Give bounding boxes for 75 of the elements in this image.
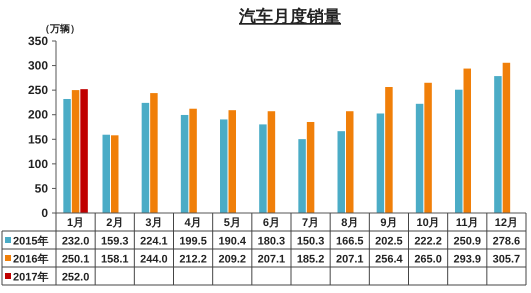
data-label: 180.3 [258,236,286,248]
bar [346,111,354,213]
data-label: 166.5 [336,236,364,248]
bar [494,76,502,213]
y-tick-label: 0 [41,206,48,220]
data-label: 305.7 [492,254,520,266]
data-label: 232.0 [62,236,90,248]
data-label: 222.2 [414,236,442,248]
bar [306,122,314,213]
bar [142,102,150,213]
bar [502,62,510,213]
legend-label: 2016年 [13,252,48,266]
data-label: 158.1 [100,254,129,266]
data-label: 278.6 [492,236,520,248]
data-label: 250.9 [453,236,482,248]
x-tick-label: 9月 [380,217,398,229]
bar [385,87,393,213]
bar [259,124,267,213]
data-label: 224.1 [140,236,168,248]
x-tick-label: 10月 [416,217,440,229]
data-label: 256.4 [375,254,404,266]
data-label: 293.9 [453,254,482,266]
data-label: 209.2 [218,254,246,266]
x-tick-label: 7月 [302,217,320,229]
data-label: 199.5 [179,236,207,248]
y-tick-label: 200 [28,108,48,122]
data-label: 265.0 [414,254,442,266]
bar [464,68,471,213]
data-label: 212.2 [179,254,207,266]
bar [220,119,228,213]
bar [298,139,306,213]
bar [72,90,80,213]
x-tick-label: 4月 [184,217,202,229]
data-label: 252.0 [62,272,90,284]
x-tick-label: 8月 [341,217,358,229]
bar [63,98,71,213]
chart-title: 汽车月度销量 [238,7,341,26]
y-tick-label: 300 [28,58,48,73]
data-label: 150.3 [296,236,324,248]
x-tick-label: 2月 [106,217,124,229]
x-tick-label: 5月 [224,217,241,229]
y-tick-label: 50 [34,181,48,196]
bar [80,89,88,213]
x-tick-label: 11月 [456,217,479,229]
bar [150,93,158,213]
data-label: 190.4 [218,236,247,248]
legend-label: 2015年 [13,234,48,248]
bar [376,113,384,213]
data-label: 250.1 [62,254,90,266]
bar [424,82,432,213]
bar [111,135,118,213]
bar [228,110,236,213]
x-tick-label: 12月 [494,217,518,229]
x-tick-label: 6月 [262,217,280,229]
legend-label: 2017年 [13,270,48,284]
bar [180,114,188,213]
data-label: 244.0 [140,254,168,266]
y-axis-title: （万辆） [40,23,80,35]
y-tick-label: 350 [28,34,48,48]
y-tick-label: 250 [28,83,48,98]
bar [455,90,462,213]
bar [268,111,276,213]
y-tick-label: 100 [28,156,48,171]
bar [189,108,197,213]
x-tick-label: 3月 [145,217,162,229]
bar [102,134,110,213]
bar [338,131,345,213]
data-label: 159.3 [100,236,129,248]
data-label: 185.2 [296,254,324,266]
bar [416,104,424,213]
y-tick-label: 150 [28,132,48,146]
data-label: 207.1 [258,254,286,266]
x-tick-label: 1月 [67,217,84,229]
data-label: 207.1 [336,254,364,266]
data-label: 202.5 [375,236,403,248]
